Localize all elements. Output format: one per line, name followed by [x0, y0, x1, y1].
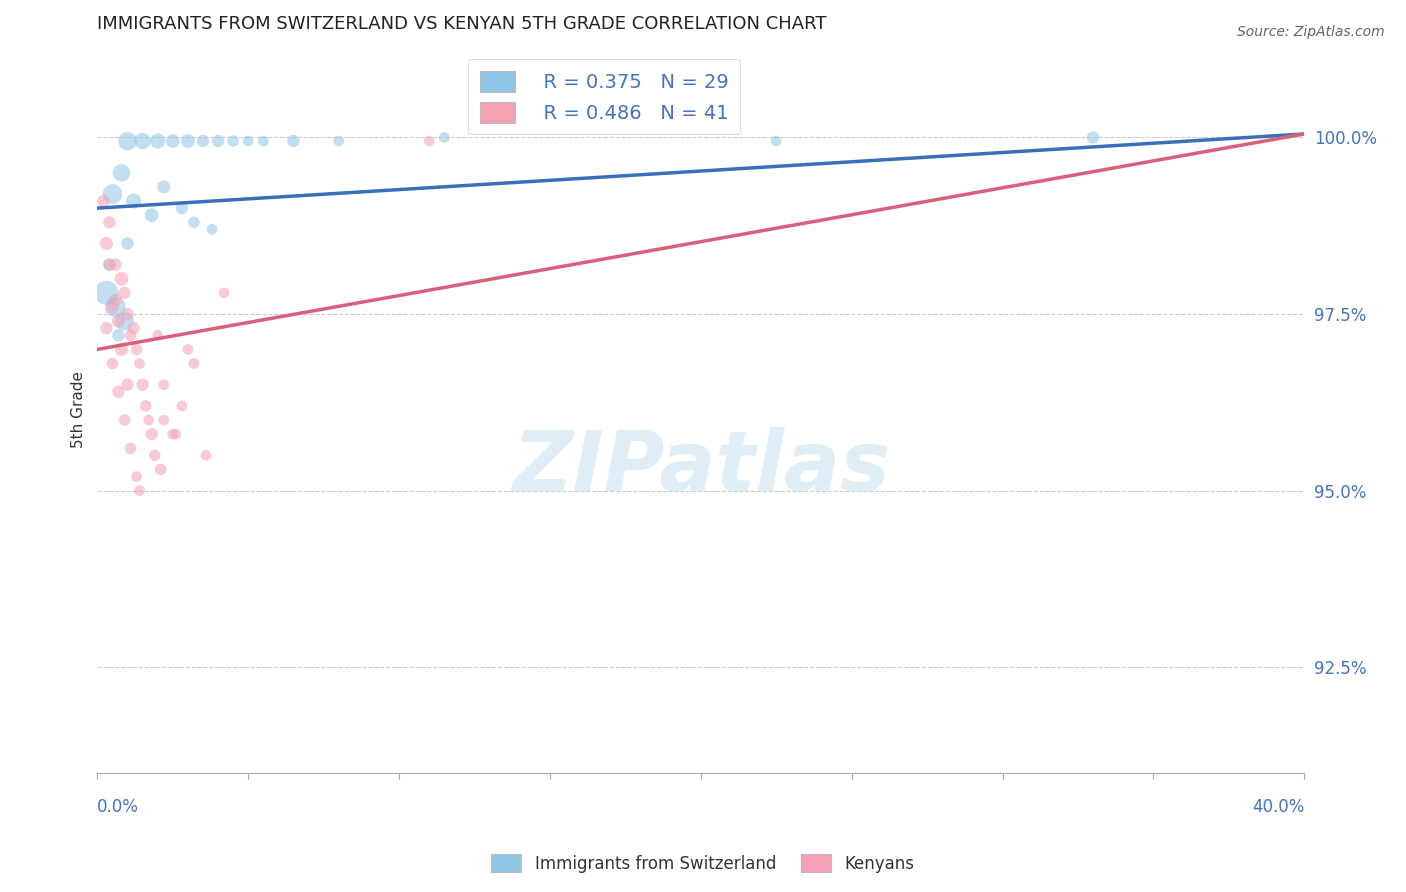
- Point: [122, 194, 145, 208]
- Point: [110, 343, 132, 357]
- Point: [165, 427, 187, 442]
- Point: [177, 134, 200, 148]
- Point: [117, 236, 139, 251]
- Point: [114, 314, 136, 328]
- Point: [125, 343, 148, 357]
- Point: [433, 130, 456, 145]
- Point: [146, 328, 169, 343]
- Point: [117, 377, 139, 392]
- Point: [212, 285, 235, 300]
- Point: [128, 357, 150, 371]
- Point: [93, 194, 115, 208]
- Point: [194, 448, 217, 462]
- Point: [141, 427, 163, 442]
- Point: [170, 201, 193, 215]
- Point: [98, 258, 121, 272]
- Point: [222, 134, 245, 148]
- Point: [114, 285, 136, 300]
- Point: [162, 427, 184, 442]
- Point: [107, 384, 129, 399]
- Point: [162, 134, 184, 148]
- Point: [418, 134, 440, 148]
- Point: [328, 134, 350, 148]
- Point: [107, 314, 129, 328]
- Point: [96, 236, 118, 251]
- Point: [131, 377, 153, 392]
- Point: [98, 215, 121, 229]
- Point: [110, 272, 132, 286]
- Point: [146, 134, 169, 148]
- Point: [191, 134, 214, 148]
- Legend: Immigrants from Switzerland, Kenyans: Immigrants from Switzerland, Kenyans: [485, 847, 921, 880]
- Point: [101, 186, 124, 201]
- Point: [120, 328, 142, 343]
- Point: [765, 134, 787, 148]
- Point: [143, 448, 166, 462]
- Point: [131, 134, 153, 148]
- Point: [152, 413, 174, 427]
- Point: [183, 215, 205, 229]
- Point: [152, 180, 174, 194]
- Point: [117, 134, 139, 148]
- Point: [104, 293, 127, 307]
- Point: [125, 469, 148, 483]
- Point: [120, 442, 142, 456]
- Point: [183, 357, 205, 371]
- Text: 40.0%: 40.0%: [1251, 798, 1305, 816]
- Point: [104, 300, 127, 314]
- Point: [170, 399, 193, 413]
- Point: [138, 413, 160, 427]
- Point: [110, 166, 132, 180]
- Text: IMMIGRANTS FROM SWITZERLAND VS KENYAN 5TH GRADE CORRELATION CHART: IMMIGRANTS FROM SWITZERLAND VS KENYAN 5T…: [97, 15, 827, 33]
- Point: [114, 413, 136, 427]
- Point: [104, 258, 127, 272]
- Point: [141, 208, 163, 222]
- Point: [96, 285, 118, 300]
- Point: [252, 134, 274, 148]
- Point: [98, 258, 121, 272]
- Point: [177, 343, 200, 357]
- Point: [1081, 130, 1104, 145]
- Legend:   R = 0.375   N = 29,   R = 0.486   N = 41: R = 0.375 N = 29, R = 0.486 N = 41: [468, 59, 740, 135]
- Point: [117, 307, 139, 321]
- Point: [107, 328, 129, 343]
- Text: 0.0%: 0.0%: [97, 798, 139, 816]
- Point: [101, 300, 124, 314]
- Point: [207, 134, 229, 148]
- Point: [238, 134, 260, 148]
- Point: [96, 321, 118, 335]
- Point: [283, 134, 305, 148]
- Point: [128, 483, 150, 498]
- Point: [122, 321, 145, 335]
- Y-axis label: 5th Grade: 5th Grade: [72, 371, 86, 448]
- Point: [201, 222, 224, 236]
- Point: [135, 399, 157, 413]
- Point: [149, 462, 172, 476]
- Point: [101, 357, 124, 371]
- Text: ZIPatlas: ZIPatlas: [512, 427, 890, 508]
- Point: [152, 377, 174, 392]
- Text: Source: ZipAtlas.com: Source: ZipAtlas.com: [1237, 25, 1385, 39]
